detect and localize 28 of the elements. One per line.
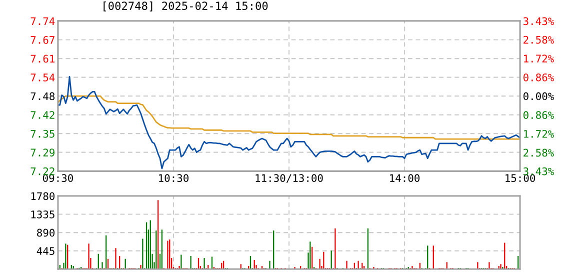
y2-tick-label: 1.72% (524, 130, 554, 138)
y-tick-label: 7.29 (30, 148, 54, 156)
x-tick-label: 11:30/13:00 (256, 174, 323, 183)
y-tick-label: 7.22 (30, 167, 54, 176)
chart-title: [002748] 2025-02-14 15:00 (104, 1, 268, 12)
y-tick-label: 7.67 (30, 36, 54, 44)
y2-tick-label: 0.86% (523, 73, 554, 82)
y-tick-label: 7.48 (30, 92, 55, 100)
y-tick-label: 890 (37, 228, 55, 237)
y-tick-label: 7.74 (30, 17, 55, 25)
x-tick-label: 15:00 (506, 174, 536, 182)
y-tick-label: 7.35 (30, 130, 54, 138)
x-tick-label: 09:30 (42, 174, 73, 182)
x-tick-label: 10:30 (159, 174, 188, 182)
y2-tick-label: 3.43% (524, 167, 554, 176)
y2-tick-label: 0.00% (523, 92, 554, 100)
y-tick-label: 1335 (31, 210, 54, 218)
x-tick-label: 14:00 (390, 174, 420, 182)
y-tick-label: 1780 (31, 192, 55, 200)
y-tick-label: 7.42 (30, 111, 54, 119)
y2-tick-label: 2.58% (524, 148, 554, 157)
y2-tick-label: 2.58% (524, 36, 554, 44)
y-tick-label: 445 (36, 247, 54, 255)
y-tick-label: 7.61 (30, 54, 54, 63)
y-tick-label: 7.54 (30, 74, 55, 82)
y2-tick-label: 3.43% (524, 17, 554, 26)
y2-tick-label: 1.72% (524, 54, 554, 62)
y2-tick-label: 0.86% (523, 111, 554, 120)
